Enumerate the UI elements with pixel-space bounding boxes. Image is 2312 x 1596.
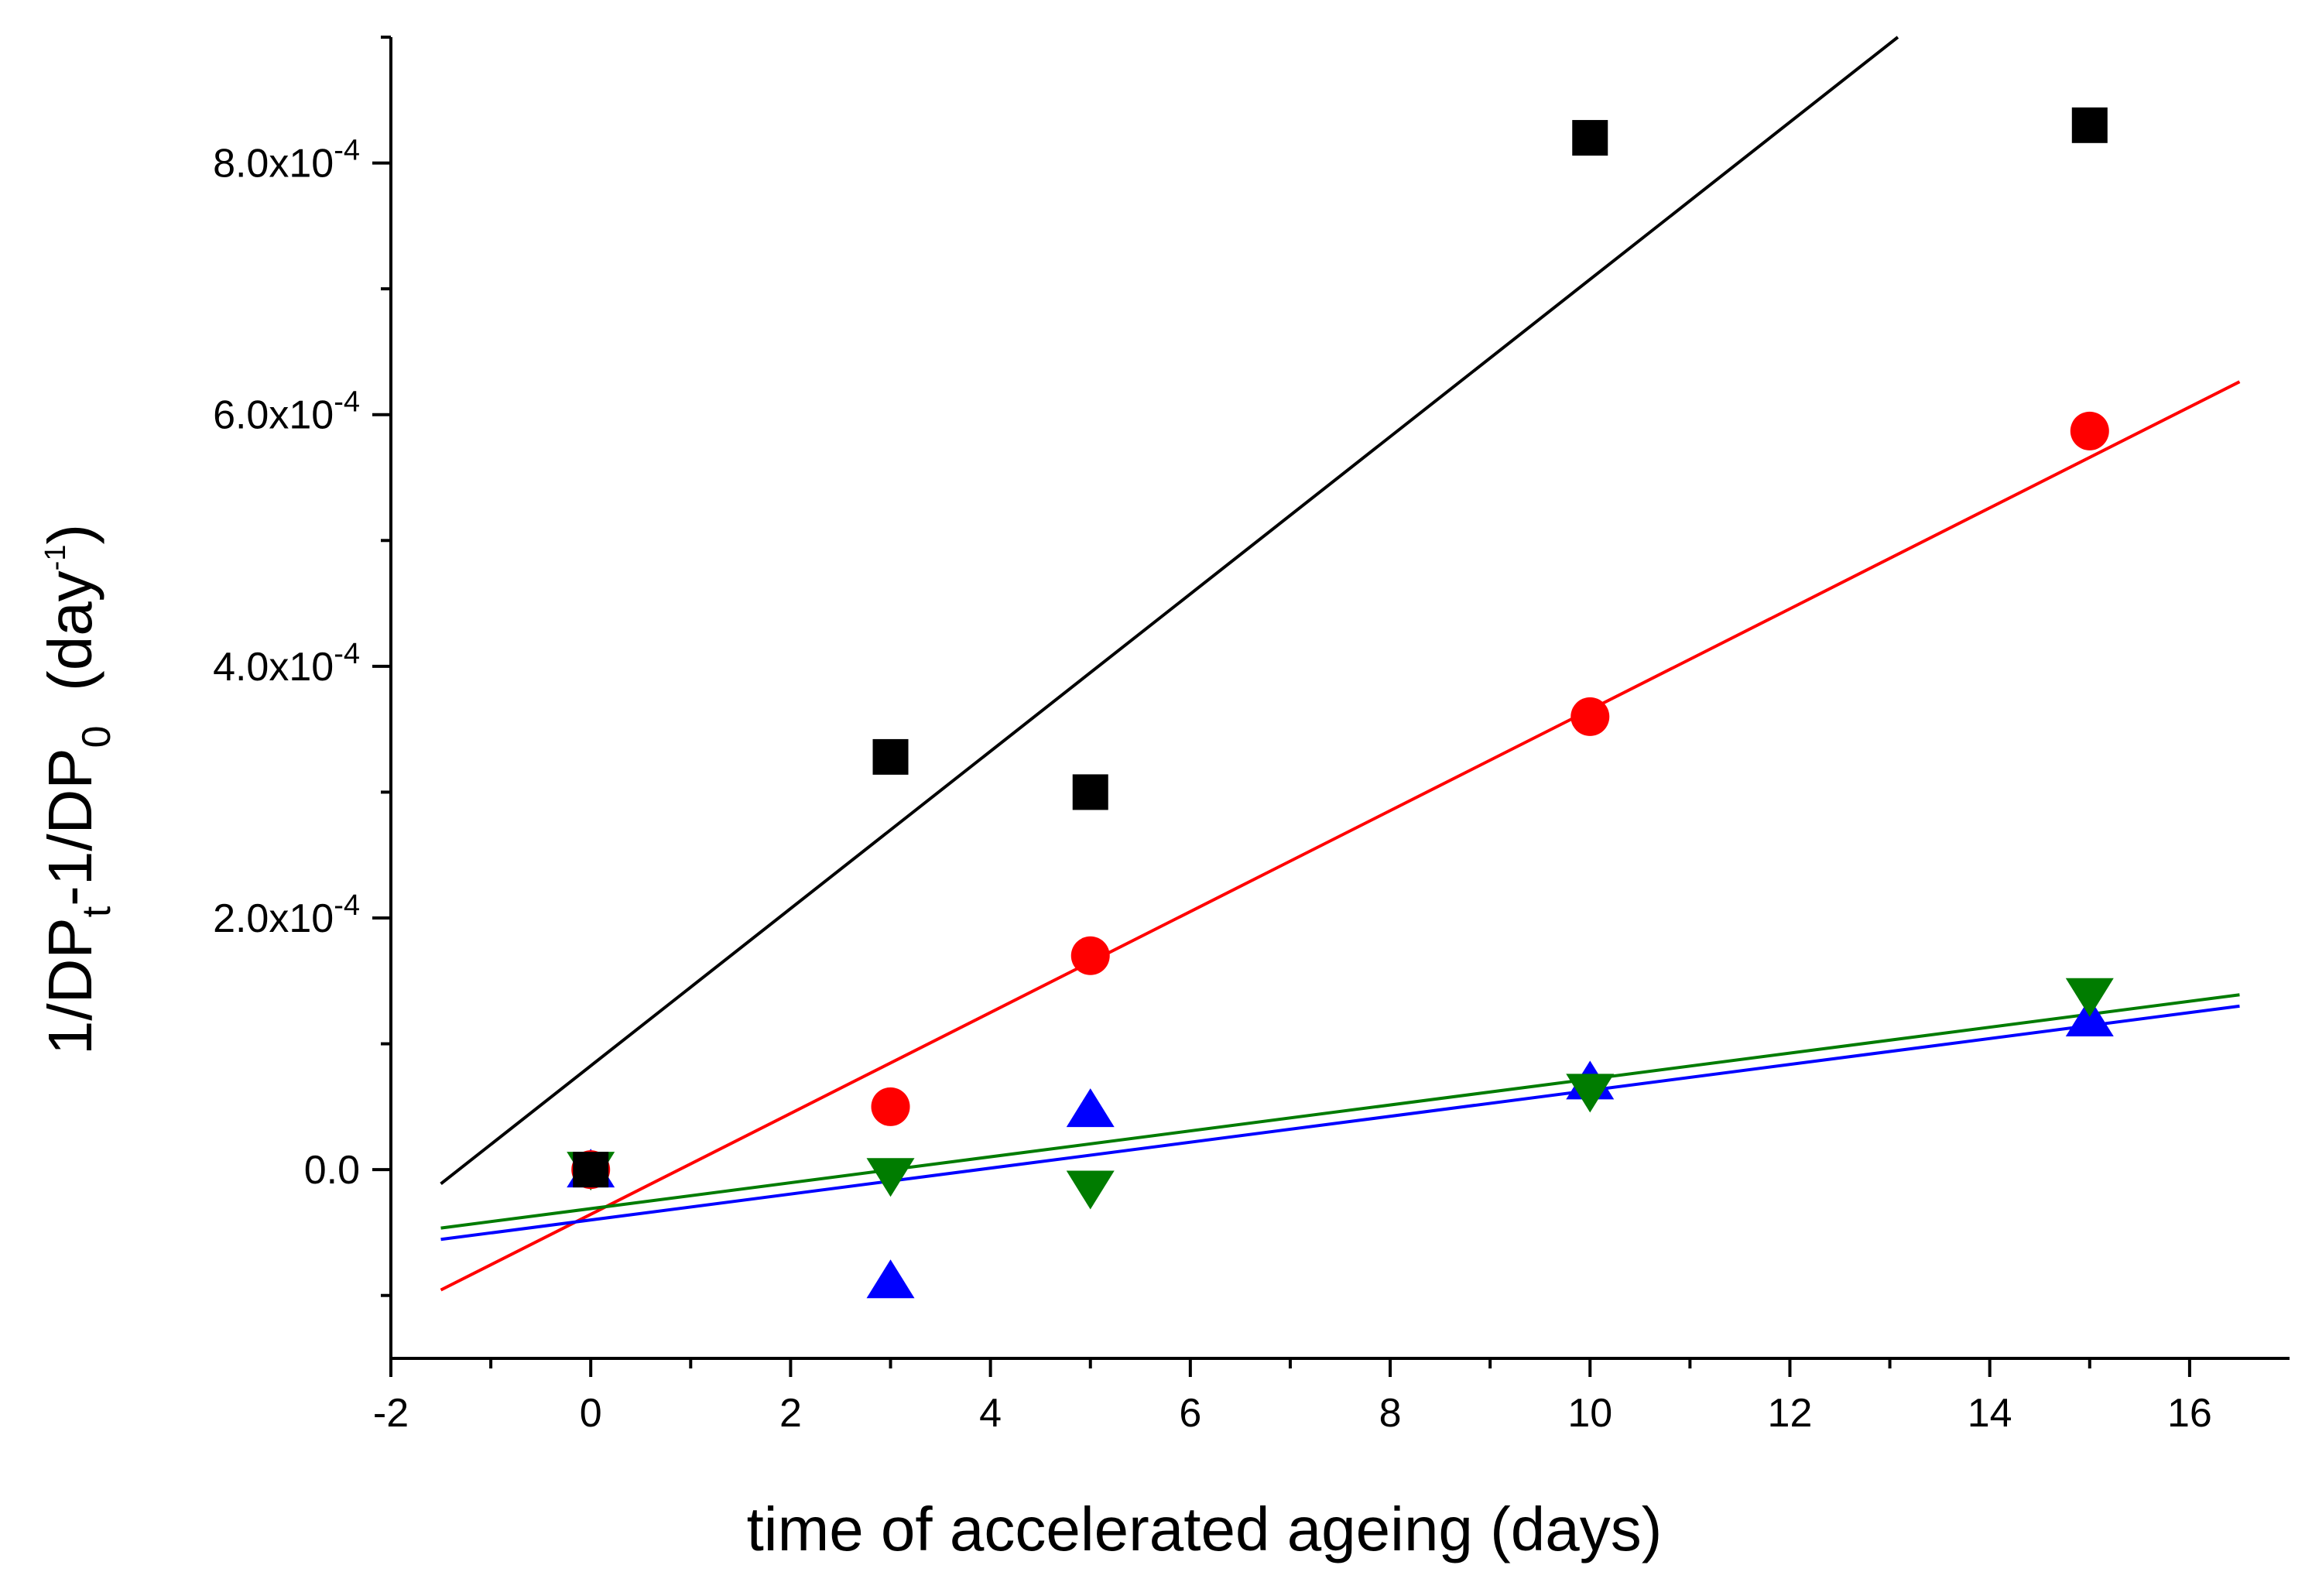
green-triangles-down-point-4 [2065,978,2114,1017]
y-title-sup: -1 [39,545,72,571]
axes [372,36,2290,1377]
blue-triangles-up-point-4 [2065,998,2114,1037]
green-triangles-down-fit-line [440,993,2240,1230]
black-squares-point-1 [872,738,909,775]
y-tick-label: 6.0x10-4 [213,386,360,438]
x-tick-label-12: 12 [1768,1391,1813,1436]
fit-lines [440,36,2241,1292]
x-tick-label-14: 14 [1968,1391,2012,1436]
y-tick-label: 2.0x10-4 [213,889,360,941]
y-tick-exponent: -4 [334,135,360,167]
y-tick-mantissa: 2.0x10 [213,896,334,941]
blue-triangles-up-fit-line [440,1004,2240,1242]
black-squares-point-3 [1572,120,1608,156]
x-tick-label-10: 10 [1567,1391,1612,1436]
y-title-sub-1: t [74,906,119,917]
data-markers [567,107,2114,1299]
black-squares-point-0 [573,1152,609,1188]
y-tick-mantissa: 6.0x10 [213,393,334,438]
red-circles-point-2 [1070,936,1110,975]
y-title-part-1: 1/DP [36,917,104,1055]
y-tick-label: 8.0x10-4 [213,135,360,187]
red-circles-point-3 [1570,697,1610,736]
green-triangles-down-point-1 [866,1158,915,1197]
y-tick-exponent: -4 [334,386,360,419]
y-title-part-2: -1/DP [36,748,104,906]
y-tick-mantissa: 4.0x10 [213,645,334,690]
blue-triangles-up-point-2 [1066,1088,1115,1128]
x-tick-label-0: 0 [580,1391,602,1436]
y-title-part-4: ) [36,524,104,545]
y-title-part-3: (day [36,570,104,725]
x-axis-title: time of accelerated ageing (days) [747,1495,1663,1563]
blue-triangles-up-point-1 [866,1259,915,1299]
y-tick-label: 4.0x10-4 [213,638,360,690]
y-tick-label: 0.0 [304,1148,360,1193]
red-circles-point-1 [871,1087,910,1126]
tick-labels: -2 0 2 4 6 8 10 12 14 160.02.0x10-44.0x10-46.0x10… [213,135,2212,1436]
red-circles-point-4 [2070,411,2109,450]
x-tick-label-16: 16 [2167,1391,2212,1436]
x-tick-label-6: 6 [1179,1391,1201,1436]
x-tick-label-4: 4 [979,1391,1002,1436]
x-tick-label--2: -2 [373,1391,409,1436]
y-tick-exponent: -4 [334,638,360,670]
black-squares-point-2 [1072,774,1108,810]
green-triangles-down-point-2 [1066,1170,1115,1210]
red-circles-fit-line [440,380,2241,1292]
y-tick-mantissa: 0.0 [304,1148,360,1193]
green-triangles-down-point-3 [1566,1074,1615,1113]
x-tick-label-2: 2 [779,1391,802,1436]
black-squares-point-4 [2071,107,2108,143]
y-title-sub-2: 0 [74,725,119,748]
y-tick-exponent: -4 [334,889,360,922]
x-tick-label-8: 8 [1379,1391,1402,1436]
black-squares-fit-line [440,36,1899,1186]
y-axis-title: 1/DPt-1/DP0 (day-1) [36,524,119,1055]
y-tick-mantissa: 8.0x10 [213,142,334,187]
